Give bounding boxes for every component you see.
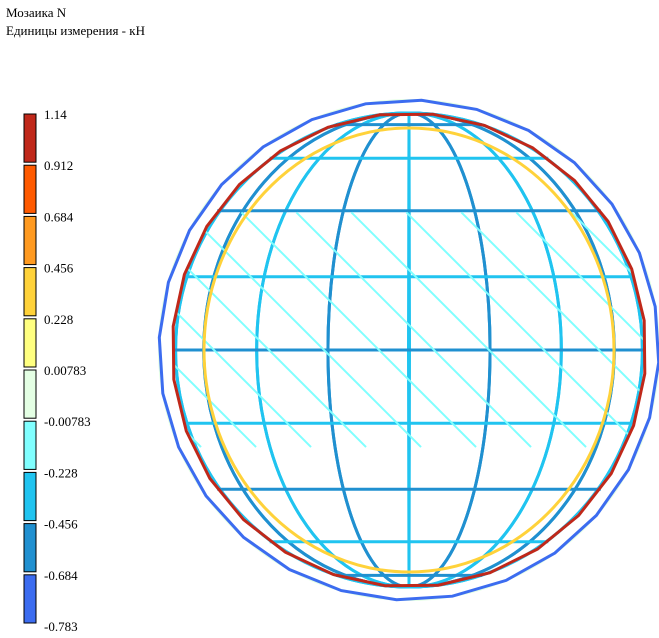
- legend: 1.14 0.912 0.684 0.456 0.228 0.00783 -0.00783 -…: [24, 107, 91, 634]
- legend-label: -0.456: [44, 517, 78, 532]
- legend-swatch: [24, 575, 36, 623]
- legend-swatch: [24, 472, 36, 520]
- mosaic-title: Мозаика N: [6, 5, 67, 20]
- legend-label: -0.783: [44, 619, 78, 634]
- legend-swatch: [24, 165, 36, 213]
- legend-swatch: [24, 524, 36, 572]
- legend-label: 0.228: [44, 312, 73, 327]
- legend-swatch: [24, 216, 36, 264]
- legend-label: -0.684: [44, 568, 78, 583]
- legend-label: -0.228: [44, 465, 78, 480]
- legend-label: 1.14: [44, 107, 67, 122]
- legend-swatch: [24, 114, 36, 162]
- member: [571, 212, 659, 447]
- member: [0, 212, 146, 447]
- legend-label: -0.00783: [44, 414, 91, 429]
- legend-swatch: [24, 421, 36, 469]
- screen: Мозаика N Единицы измерения - кН 1.14 0.9…: [0, 0, 659, 638]
- legend-swatch: [24, 268, 36, 316]
- legend-label: 0.684: [44, 209, 74, 224]
- dome-model: [0, 100, 659, 600]
- legend-swatch: [24, 370, 36, 418]
- legend-label: 0.912: [44, 158, 73, 173]
- legend-label: 0.456: [44, 261, 74, 276]
- units-label: Единицы измерения - кН: [6, 23, 145, 38]
- legend-label: 0.00783: [44, 363, 86, 378]
- legend-swatch: [24, 319, 36, 367]
